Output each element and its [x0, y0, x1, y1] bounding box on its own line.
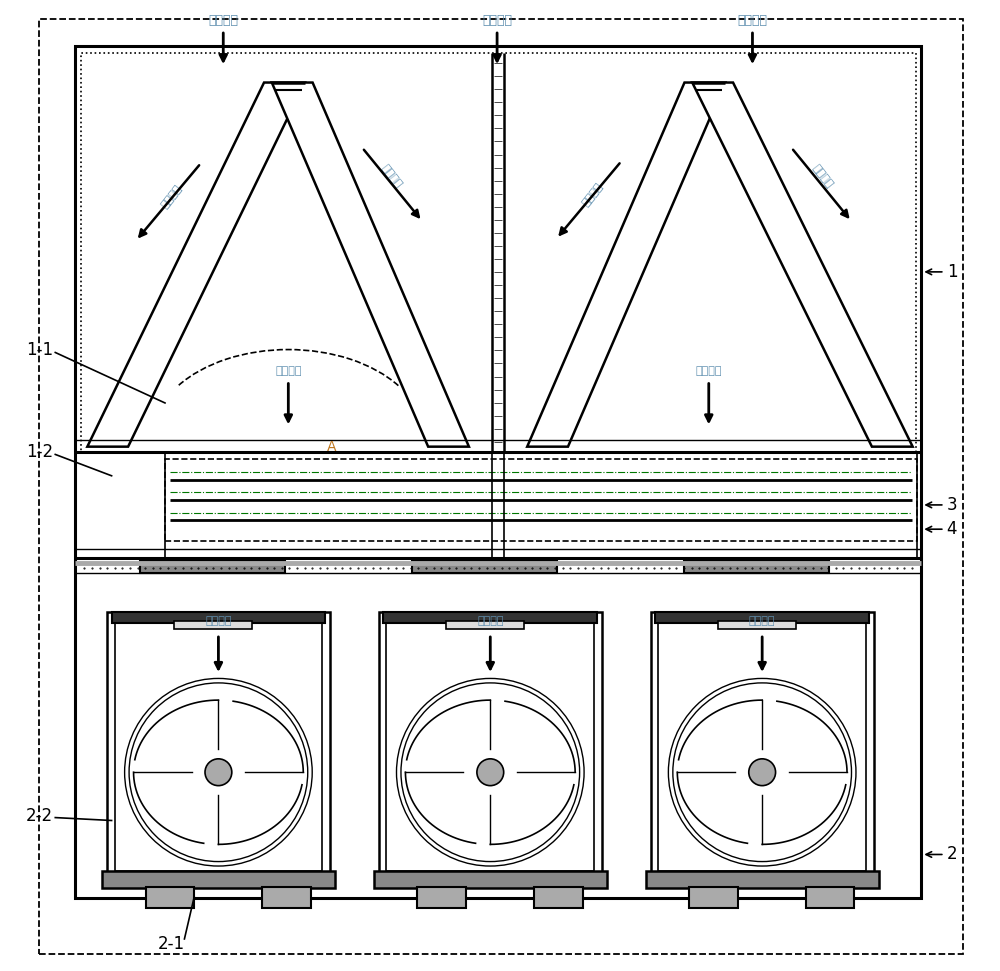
Bar — [75, 46, 921, 898]
Bar — [386, 623, 594, 871]
Bar — [718, 621, 796, 629]
Bar — [374, 871, 607, 888]
Bar — [684, 561, 829, 573]
Text: 2-2: 2-2 — [26, 807, 53, 824]
Text: A: A — [327, 440, 337, 453]
Text: 3: 3 — [947, 496, 957, 514]
Text: 1: 1 — [947, 263, 957, 281]
Circle shape — [749, 759, 776, 786]
Bar — [689, 887, 738, 908]
Circle shape — [477, 759, 504, 786]
Text: 2-1: 2-1 — [157, 935, 184, 953]
Bar — [651, 612, 874, 879]
Polygon shape — [692, 83, 913, 447]
Bar — [107, 612, 330, 879]
Bar — [417, 887, 466, 908]
Bar — [146, 887, 194, 908]
Bar — [102, 871, 335, 888]
Bar — [446, 621, 524, 629]
Text: 气流方向: 气流方向 — [749, 617, 775, 626]
Text: 气流方向: 气流方向 — [482, 15, 512, 27]
Bar — [534, 887, 583, 908]
Bar — [140, 561, 285, 573]
Bar — [81, 53, 916, 452]
Text: 气流方向: 气流方向 — [160, 183, 184, 210]
Text: 气流方向: 气流方向 — [696, 366, 722, 376]
Bar — [655, 612, 869, 623]
Text: 气流方向: 气流方向 — [737, 15, 767, 27]
Bar — [262, 887, 311, 908]
Text: 4: 4 — [947, 520, 957, 538]
Text: 1-2: 1-2 — [26, 443, 53, 460]
Bar — [112, 612, 325, 623]
Text: 气流方向: 气流方向 — [477, 617, 504, 626]
Text: 气流方向: 气流方向 — [810, 163, 834, 190]
Text: 气流方向: 气流方向 — [379, 163, 403, 190]
Bar — [658, 623, 866, 871]
Circle shape — [205, 759, 232, 786]
Bar — [379, 612, 602, 879]
Text: 气流方向: 气流方向 — [580, 181, 604, 208]
Bar — [174, 621, 252, 629]
Bar — [165, 459, 917, 541]
Bar — [412, 561, 557, 573]
Text: 气流方向: 气流方向 — [205, 617, 232, 626]
Bar — [383, 612, 597, 623]
Bar — [806, 887, 854, 908]
Text: 气流方向: 气流方向 — [208, 15, 238, 27]
Bar — [646, 871, 879, 888]
Text: 1-1: 1-1 — [26, 341, 53, 358]
Bar — [115, 623, 322, 871]
Polygon shape — [87, 83, 305, 447]
Text: 2: 2 — [947, 846, 957, 863]
Polygon shape — [272, 83, 469, 447]
Text: 气流方向: 气流方向 — [275, 366, 302, 376]
Polygon shape — [527, 83, 725, 447]
